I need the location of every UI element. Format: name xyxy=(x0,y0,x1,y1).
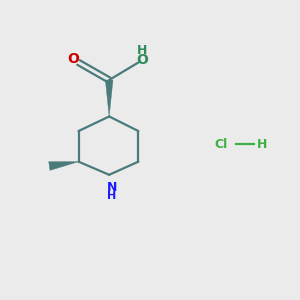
Polygon shape xyxy=(105,80,113,116)
Text: O: O xyxy=(68,52,79,66)
Text: O: O xyxy=(136,53,148,67)
Text: N: N xyxy=(107,181,117,194)
Text: H: H xyxy=(136,44,147,57)
Polygon shape xyxy=(49,162,79,170)
Text: H: H xyxy=(257,138,268,151)
Text: H: H xyxy=(107,191,117,201)
Text: Cl: Cl xyxy=(215,138,228,151)
